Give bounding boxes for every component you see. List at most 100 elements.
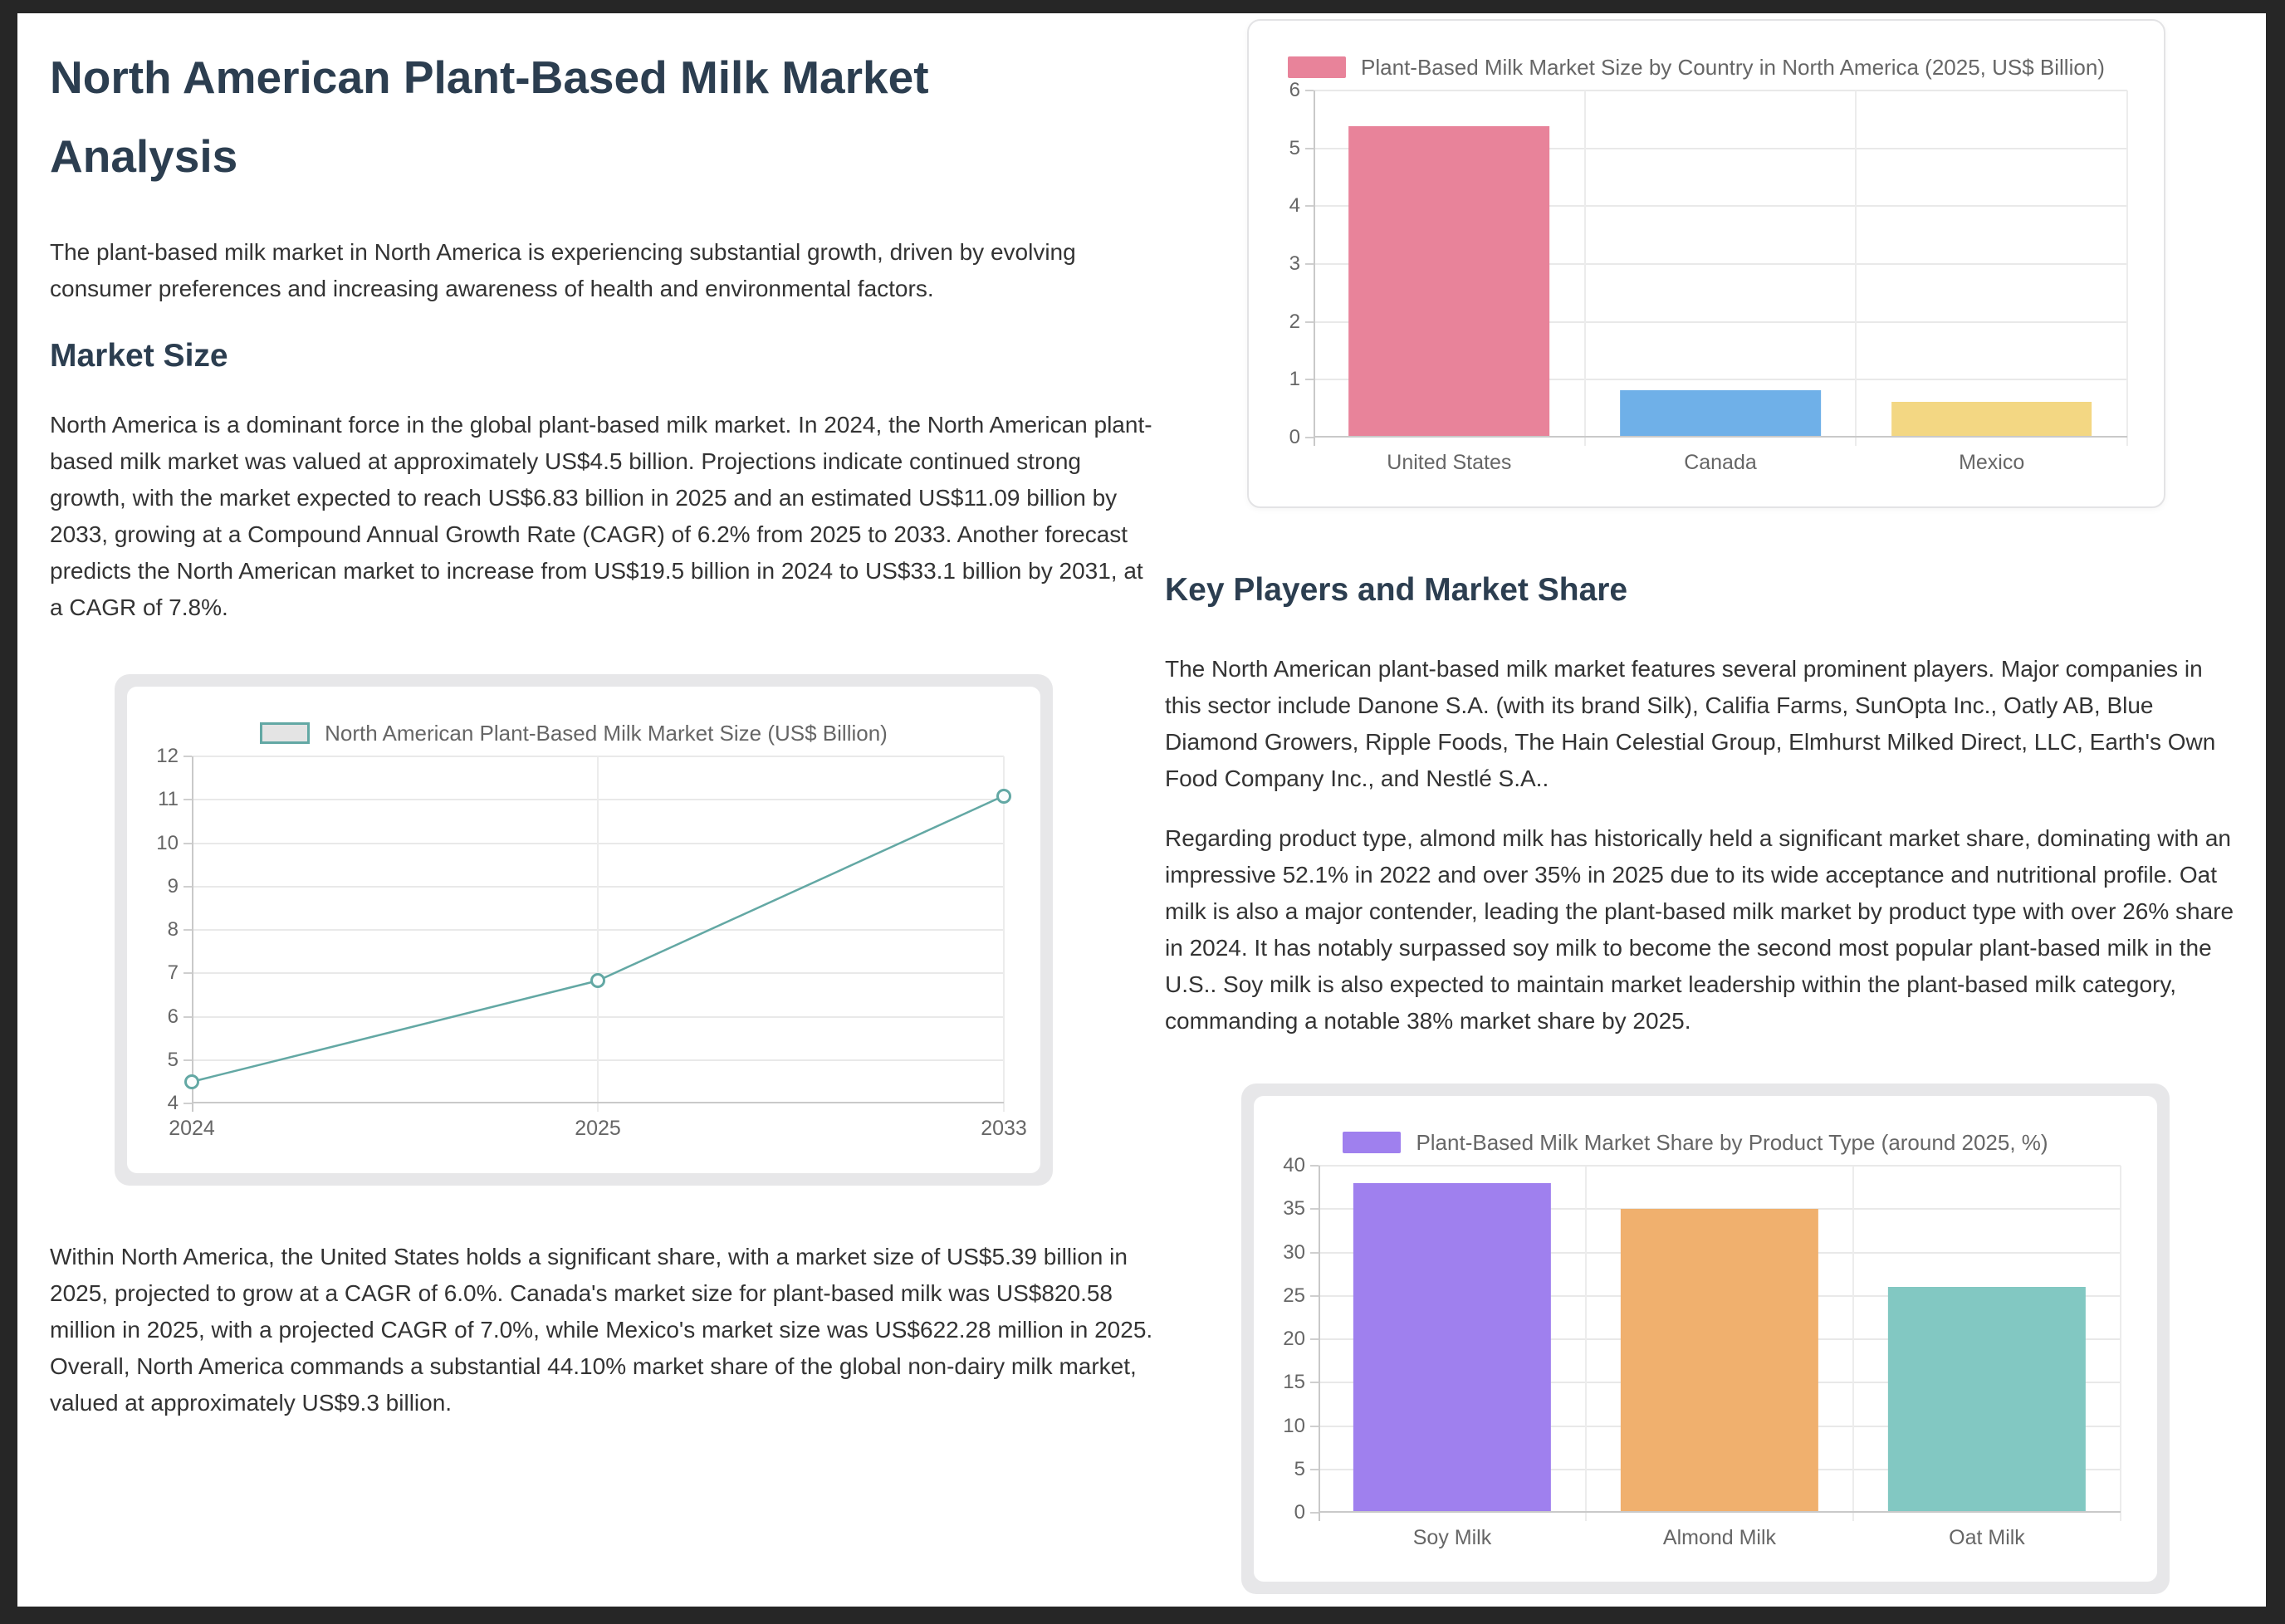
y-tick-mark [183,842,192,844]
product-share-chart-frame: Plant-Based Milk Market Share by Product… [1241,1083,2170,1594]
y-tick-mark [1305,320,1314,323]
bar-oat-milk [1887,1287,2087,1513]
y-tick-label: 0 [1294,1501,1305,1524]
report-page: North American Plant-Based Milk Market A… [17,13,2266,1607]
y-tick-mark [183,885,192,888]
x-category-label: 2033 [981,1117,1027,1140]
y-tick-label: 2 [1289,310,1300,333]
x-axis-line [1314,436,2127,438]
y-tick-label: 40 [1283,1154,1305,1176]
y-tick-label: 6 [1289,79,1300,101]
y-tick-mark [183,929,192,931]
market-size-heading: Market Size [50,338,228,374]
legend-label: Plant-Based Milk Market Share by Product… [1416,1129,2048,1155]
y-axis-line [1314,90,1315,446]
y-tick-mark [183,972,192,975]
y-tick-label: 12 [156,745,179,767]
x-gridline [1584,1166,1587,1521]
bar-united-states [1348,125,1550,438]
y-tick-mark [183,756,192,757]
y-tick-mark [1305,90,1314,91]
market-size-line-chart-frame: North American Plant-Based Milk Market S… [115,674,1053,1186]
intro-paragraph: The plant-based milk market in North Ame… [50,239,1076,301]
y-tick-label: 3 [1289,252,1300,275]
chart-legend: North American Plant-Based Milk Market S… [144,715,1004,751]
y-tick-mark [1305,205,1314,208]
bar-soy-milk [1353,1182,1552,1513]
x-category-label: Canada [1684,451,1757,474]
y-tick-label: 0 [1289,426,1300,448]
y-tick-mark [183,799,192,801]
y-tick-label: 1 [1289,368,1300,391]
y-tick-label: 4 [1289,194,1300,218]
y-tick-label: 5 [167,1048,179,1071]
y-axis-line [192,756,193,1112]
y-tick-label: 6 [167,1005,179,1028]
line-series [192,756,1004,1103]
y-tick-mark [1305,147,1314,149]
y-tick-label: 4 [167,1092,179,1114]
market-size-paragraph-2: Within North America, the United States … [50,1244,1153,1416]
y-tick-mark [1310,1338,1319,1340]
y-tick-label: 7 [167,961,179,985]
y-tick-mark [1310,1165,1319,1167]
x-axis-labels: Soy Milk Almond Milk Oat Milk [1319,1513,2121,1563]
y-tick-label: 10 [1283,1414,1305,1437]
y-tick-mark [1310,1294,1319,1297]
y-axis-line [1319,1166,1320,1521]
page-title: North American Plant-Based Milk Market A… [50,51,929,182]
data-point-marker [996,788,1011,804]
y-axis-labels: 6 5 4 3 2 1 0 [1265,79,1314,448]
key-players-heading: Key Players and Market Share [1165,572,1628,608]
chart-legend: Plant-Based Milk Market Share by Product… [1270,1124,2121,1161]
plot-area [1305,90,2128,446]
y-tick-mark [183,1059,192,1061]
y-gridline [1314,90,2127,91]
y-tick-mark [1310,1468,1319,1470]
y-axis-labels: 40 35 30 25 20 15 10 5 0 [1270,1154,1319,1524]
bar-canada [1620,389,1821,438]
country-market-size-chart: Plant-Based Milk Market Size by Country … [1247,19,2165,508]
plot-area [1310,1165,2121,1521]
y-gridline [1314,205,2127,208]
key-players-paragraph-1: The North American plant-based milk mark… [1165,656,2216,791]
y-gridline [1319,1165,2121,1167]
y-tick-mark [183,1015,192,1018]
y-tick-label: 35 [1283,1197,1305,1220]
x-category-label: 2024 [169,1117,215,1140]
y-tick-label: 10 [156,831,179,854]
plot-area [183,756,1011,1112]
y-gridline [1314,320,2127,323]
x-category-label: Soy Milk [1412,1526,1492,1549]
product-share-chart: Plant-Based Milk Market Share by Product… [1254,1096,2157,1582]
y-tick-label: 5 [1289,136,1300,159]
chart-legend: Plant-Based Milk Market Size by Country … [1265,49,2127,86]
y-gridline [1314,263,2127,265]
legend-swatch [1288,56,1347,78]
x-category-label: Oat Milk [1949,1526,2025,1549]
legend-swatch [1343,1132,1402,1153]
x-category-label: 2025 [575,1117,621,1140]
x-category-label: Almond Milk [1662,1526,1777,1549]
y-tick-label: 30 [1283,1240,1305,1264]
y-tick-mark [1305,379,1314,381]
y-tick-mark [1310,1251,1319,1254]
bar-almond-milk [1620,1209,1819,1513]
y-tick-label: 8 [167,918,179,941]
x-axis-labels: 2024 2025 2033 [169,1103,1027,1153]
x-category-label: Mexico [1959,451,2025,474]
x-gridline [1003,756,1005,1112]
legend-label: Plant-Based Milk Market Size by Country … [1361,54,2105,80]
y-tick-mark [1310,1512,1319,1514]
y-tick-mark [1310,1425,1319,1427]
y-gridline [1314,379,2127,381]
x-gridline [2126,90,2128,446]
y-tick-label: 11 [158,788,179,811]
legend-label: North American Plant-Based Milk Market S… [325,720,888,746]
y-tick-mark [1305,263,1314,265]
x-gridline [1583,90,1586,446]
y-tick-label: 9 [167,874,179,898]
x-axis-line [1319,1511,2121,1513]
y-axis-labels: 12 11 10 9 8 7 6 5 4 [144,745,192,1114]
